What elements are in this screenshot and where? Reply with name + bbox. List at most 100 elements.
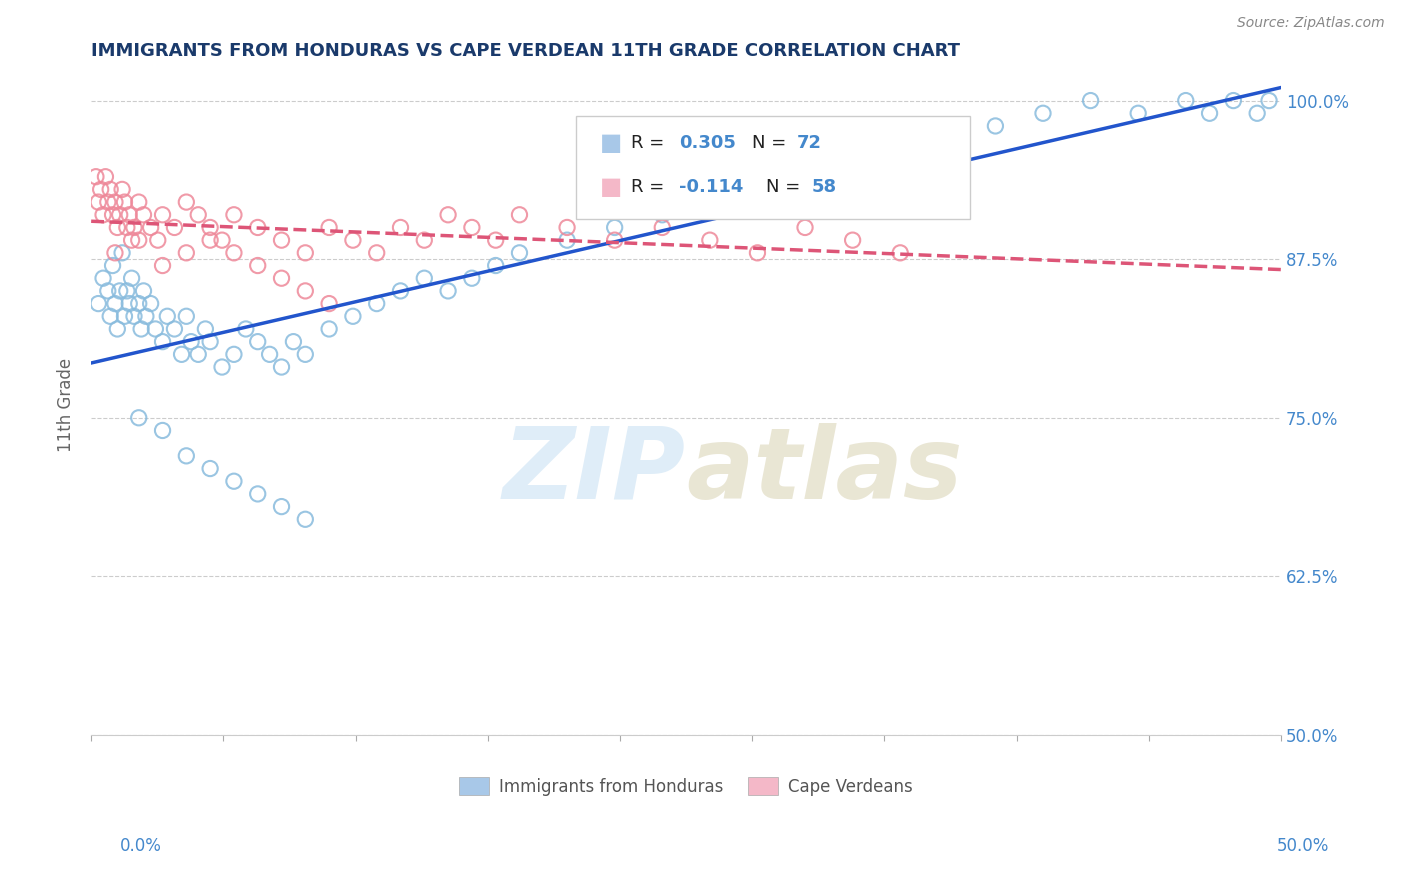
Point [1128,106,1150,120]
Point [222,347,245,361]
Point [461,220,484,235]
Point [508,208,530,222]
Point [152,334,174,349]
Point [176,449,198,463]
Point [135,310,157,324]
Point [129,322,152,336]
Text: ZIP: ZIP [503,423,686,519]
Point [270,271,292,285]
Point [91,271,114,285]
Point [101,259,124,273]
Point [211,359,233,374]
Point [198,233,221,247]
Point [104,296,127,310]
Point [889,245,911,260]
Point [132,208,155,222]
Point [235,322,257,336]
Point [1258,94,1281,108]
Text: N =: N = [766,178,806,196]
Point [111,182,134,196]
Point [176,310,198,324]
Point [128,233,150,247]
Point [152,259,174,273]
Point [294,284,316,298]
Point [121,271,143,285]
Point [194,322,217,336]
Point [1222,94,1244,108]
Point [128,195,150,210]
Point [152,208,174,222]
Point [176,245,198,260]
Text: 0.305: 0.305 [679,134,735,152]
Point [270,500,292,514]
Point [152,424,174,438]
Point [1032,106,1054,120]
Point [98,310,121,324]
Point [84,169,107,184]
Text: R =: R = [631,134,671,152]
Point [1174,94,1197,108]
Point [437,208,460,222]
Point [1246,106,1268,120]
Point [170,347,193,361]
Text: atlas: atlas [686,423,963,519]
Point [91,208,114,222]
Text: 0.0%: 0.0% [120,837,162,855]
Point [163,322,186,336]
Point [794,169,817,184]
Point [246,487,269,501]
Point [163,220,186,235]
Point [108,208,131,222]
Point [318,220,340,235]
Point [555,220,578,235]
Text: R =: R = [631,178,671,196]
Point [699,233,721,247]
Point [1198,106,1220,120]
Point [121,233,143,247]
Point [198,461,221,475]
Point [108,284,131,298]
Point [139,220,162,235]
Point [145,322,167,336]
Point [105,220,128,235]
Point [246,259,269,273]
Point [294,512,316,526]
Text: -0.114: -0.114 [679,178,744,196]
Point [118,296,141,310]
Text: ■: ■ [600,176,623,199]
Point [104,195,127,210]
Point [508,245,530,260]
Point [187,347,209,361]
Point [222,474,245,488]
Point [222,245,245,260]
Point [114,195,136,210]
Point [114,310,136,324]
Point [936,131,959,145]
Point [132,284,155,298]
Point [198,334,221,349]
Point [651,220,673,235]
Point [603,220,626,235]
Point [389,220,412,235]
Point [198,220,221,235]
Point [270,359,292,374]
Point [156,310,179,324]
Point [98,182,121,196]
Point [841,233,863,247]
Point [841,157,863,171]
Text: IMMIGRANTS FROM HONDURAS VS CAPE VERDEAN 11TH GRADE CORRELATION CHART: IMMIGRANTS FROM HONDURAS VS CAPE VERDEAN… [91,42,960,60]
Point [366,296,388,310]
Point [699,195,721,210]
Point [94,169,117,184]
Point [437,284,460,298]
Point [283,334,305,349]
Point [87,296,110,310]
Point [104,245,127,260]
Point [747,245,769,260]
Point [461,271,484,285]
Point [1080,94,1102,108]
Y-axis label: 11th Grade: 11th Grade [58,358,75,452]
Point [180,334,202,349]
Point [259,347,281,361]
Point [485,233,508,247]
